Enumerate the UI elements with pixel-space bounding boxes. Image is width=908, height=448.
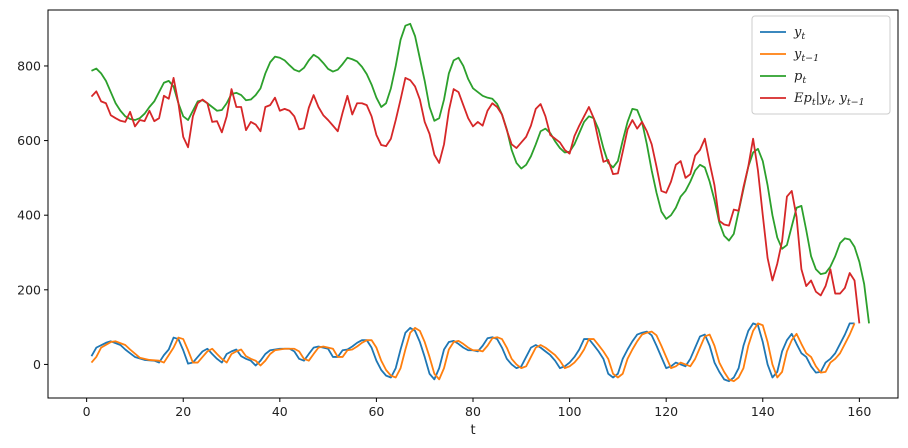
series-layer (90, 22, 870, 383)
x-tick-label: 80 (465, 404, 481, 419)
y-axis: 0 200 400 600 800 (17, 58, 48, 372)
legend-label-4: Ept|yt, yt−1 (793, 91, 865, 108)
series-line-2 (90, 322, 856, 383)
legend-label-2: yt−1 (793, 47, 819, 64)
x-tick-label: 0 (83, 404, 91, 419)
x-tick-label: 160 (847, 404, 871, 419)
legend-label-3: pt (794, 69, 806, 86)
x-tick-label: 40 (272, 404, 288, 419)
legend: yt yt−1 pt Ept|yt, yt−1 (751, 15, 891, 115)
y-tick-label: 600 (17, 133, 41, 148)
y-tick-label: 800 (17, 58, 41, 73)
y-tick-label: 400 (17, 208, 41, 223)
series-line-1 (90, 322, 855, 383)
x-tick-label: 60 (368, 404, 384, 419)
y-tick-label: 0 (33, 357, 41, 372)
legend-label-1: yt (793, 25, 805, 42)
y-tick-label: 200 (17, 282, 41, 297)
x-tick-label: 100 (558, 404, 582, 419)
series-line-4 (90, 77, 861, 324)
x-tick-label: 20 (175, 404, 191, 419)
x-axis: 0 20 40 60 80 100 120 140 160 (83, 398, 871, 419)
x-axis-label: t (470, 423, 475, 438)
legend-box (751, 15, 891, 115)
x-tick-label: 120 (654, 404, 678, 419)
x-tick-label: 140 (751, 404, 775, 419)
